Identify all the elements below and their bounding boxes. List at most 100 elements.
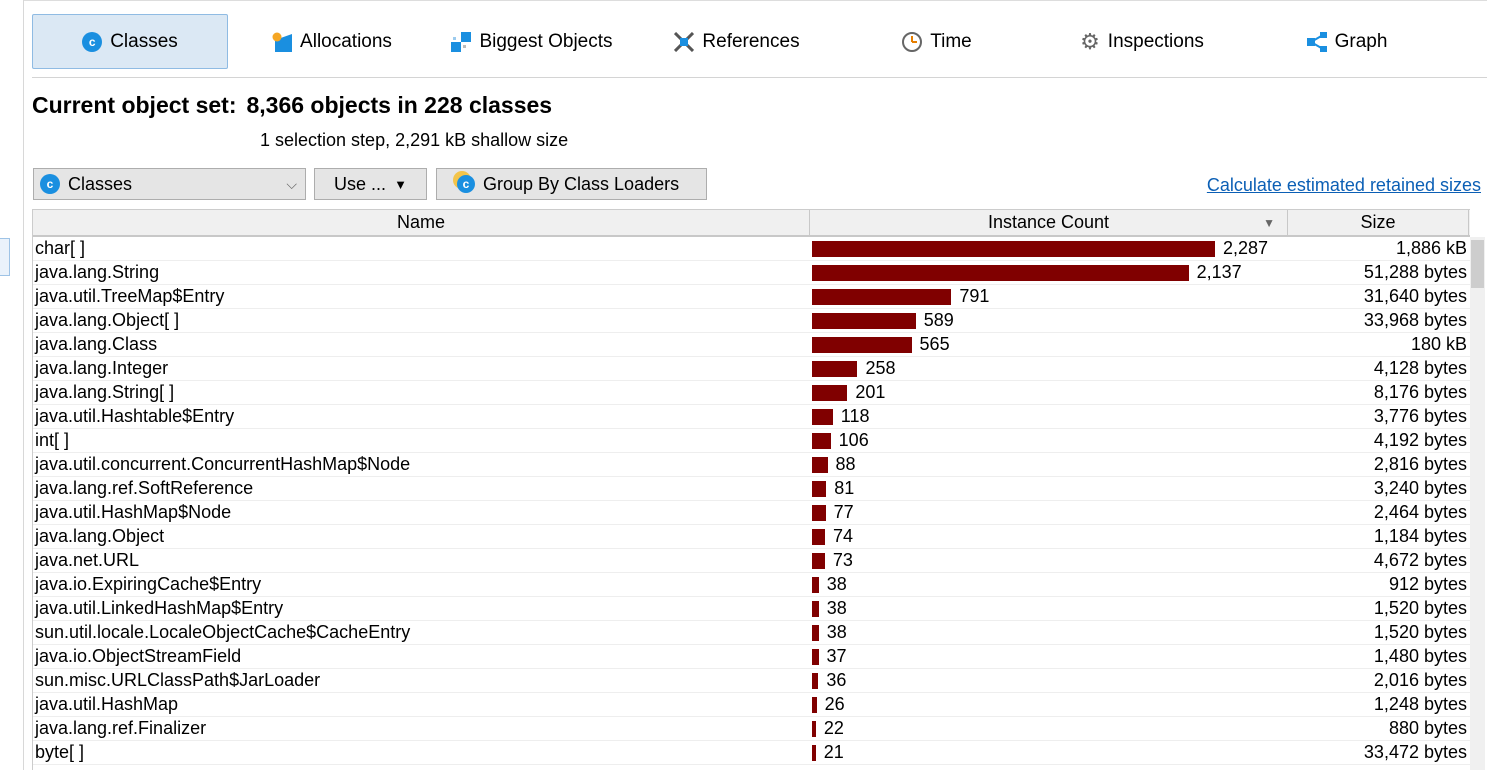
class-name: java.lang.Integer — [35, 358, 169, 378]
tab-time[interactable]: Time — [892, 14, 982, 69]
instance-count-cell: 38 — [810, 622, 1288, 643]
size: 1,886 kB — [1395, 238, 1467, 258]
tab-references[interactable]: References — [667, 14, 807, 69]
instance-count: 81 — [834, 478, 855, 498]
table-row[interactable]: java.util.HashMap 26 1,248 bytes — [33, 693, 1470, 717]
instance-count: 77 — [833, 502, 854, 522]
tab-inspections[interactable]: ⚙ Inspections — [1072, 14, 1212, 69]
table-row[interactable]: java.util.concurrent.ConcurrentHashMap$N… — [33, 453, 1470, 477]
instance-count-cell: 73 — [810, 550, 1288, 571]
table-row[interactable]: java.lang.String 2,137 51,288 bytes — [33, 261, 1470, 285]
table-row[interactable]: byte[ ] 21 33,472 bytes — [33, 741, 1470, 765]
view-select[interactable]: c Classes ⌵ — [33, 168, 306, 200]
class-name: java.util.concurrent.ConcurrentHashMap$N… — [35, 454, 411, 474]
instance-count-bar — [812, 336, 912, 353]
size: 1,480 bytes — [1373, 646, 1467, 666]
allocations-icon — [272, 32, 293, 52]
table-row[interactable]: java.lang.String[ ] 201 8,176 bytes — [33, 381, 1470, 405]
instance-count-cell: 589 — [810, 310, 1288, 331]
size: 1,184 bytes — [1373, 526, 1467, 546]
instance-count: 73 — [832, 550, 853, 570]
instance-count-cell: 37 — [810, 646, 1288, 667]
table-row[interactable]: java.lang.ref.Finalizer 22 880 bytes — [33, 717, 1470, 741]
size: 51,288 bytes — [1363, 262, 1467, 282]
instance-count-cell: 74 — [810, 526, 1288, 547]
instance-count-bar — [812, 624, 819, 641]
chevron-down-icon: ⌵ — [286, 175, 297, 192]
table-row[interactable]: java.io.ExpiringCache$Entry 38 912 bytes — [33, 573, 1470, 597]
class-loader-icon: c — [457, 175, 475, 193]
instance-count-bar — [812, 672, 819, 689]
instance-count-cell: 118 — [810, 406, 1288, 427]
column-header-name[interactable]: Name — [33, 210, 810, 235]
size: 1,520 bytes — [1373, 598, 1467, 618]
tab-label: References — [702, 30, 800, 52]
instance-count: 106 — [838, 430, 869, 450]
instance-count-bar — [812, 240, 1215, 257]
class-name: java.lang.Object — [35, 526, 165, 546]
group-button-label: Group By Class Loaders — [483, 173, 680, 194]
table-row[interactable]: sun.util.locale.LocaleObjectCache$CacheE… — [33, 621, 1470, 645]
table-row[interactable]: java.util.TreeMap$Entry 791 31,640 bytes — [33, 285, 1470, 309]
instance-count-cell: 77 — [810, 502, 1288, 523]
instance-count: 21 — [823, 742, 844, 762]
top-border — [24, 0, 1487, 1]
table-row[interactable]: java.lang.Class 565 180 kB — [33, 333, 1470, 357]
instance-count-bar — [812, 648, 819, 665]
tab-graph[interactable]: Graph — [1297, 14, 1397, 69]
divider — [32, 77, 1487, 78]
instance-count-cell: 565 — [810, 334, 1288, 355]
calculate-retained-sizes-link[interactable]: Calculate estimated retained sizes — [1206, 175, 1481, 195]
title-value: 8,366 objects in 228 classes — [246, 92, 553, 118]
instance-count: 22 — [823, 718, 844, 738]
table-row[interactable]: java.io.ObjectStreamField 37 1,480 bytes — [33, 645, 1470, 669]
instance-count: 791 — [959, 286, 990, 306]
vertical-scrollbar[interactable] — [1470, 237, 1485, 770]
tab-label: Time — [930, 30, 972, 52]
instance-count: 74 — [833, 526, 854, 546]
header-label: Instance Count — [987, 212, 1110, 232]
group-by-class-loaders-button[interactable]: c Group By Class Loaders — [436, 168, 707, 200]
tab-classes[interactable]: c Classes — [32, 14, 228, 69]
table-row[interactable]: java.util.HashMap$Node 77 2,464 bytes — [33, 501, 1470, 525]
table-row[interactable]: java.lang.Integer 258 4,128 bytes — [33, 357, 1470, 381]
table-row[interactable]: java.util.LinkedHashMap$Entry 38 1,520 b… — [33, 597, 1470, 621]
instance-count-cell: 2,137 — [810, 262, 1288, 283]
table-row[interactable]: java.net.URL 73 4,672 bytes — [33, 549, 1470, 573]
class-name: java.lang.ref.SoftReference — [35, 478, 254, 498]
size: 33,472 bytes — [1363, 742, 1467, 762]
tab-allocations[interactable]: Allocations — [262, 14, 402, 69]
table-row[interactable]: java.lang.Object 74 1,184 bytes — [33, 525, 1470, 549]
instance-count-bar — [812, 480, 827, 497]
table-row[interactable]: java.lang.ref.SoftReference 81 3,240 byt… — [33, 477, 1470, 501]
classes-table: Name Instance Count ▼ Size char[ ] 2,287 … — [32, 209, 1470, 770]
table-row[interactable]: char[ ] 2,287 1,886 kB — [33, 237, 1470, 261]
left-sidebar — [0, 0, 24, 770]
class-name: java.io.ExpiringCache$Entry — [35, 574, 262, 594]
size: 3,776 bytes — [1373, 406, 1467, 426]
column-header-instance-count[interactable]: Instance Count ▼ — [810, 210, 1288, 235]
instance-count-cell: 88 — [810, 454, 1288, 475]
instance-count-cell: 258 — [810, 358, 1288, 379]
use-button[interactable]: Use ... ▼ — [314, 168, 427, 200]
tab-biggest-objects[interactable]: Biggest Objects — [442, 14, 622, 69]
table-row[interactable]: java.util.Hashtable$Entry 118 3,776 byte… — [33, 405, 1470, 429]
instance-count-cell: 201 — [810, 382, 1288, 403]
table-row[interactable]: int[ ] 106 4,192 bytes — [33, 429, 1470, 453]
size: 2,464 bytes — [1373, 502, 1467, 522]
class-name: java.lang.ref.Finalizer — [35, 718, 207, 738]
view-tabs: c Classes Allocations Biggest Objects Re… — [32, 14, 1487, 69]
table-body: char[ ] 2,287 1,886 kB java.lang.String 2… — [33, 237, 1470, 765]
instance-count-bar — [812, 408, 833, 425]
table-row[interactable]: sun.misc.URLClassPath$JarLoader 36 2,016… — [33, 669, 1470, 693]
instance-count-bar — [812, 504, 826, 521]
size: 31,640 bytes — [1363, 286, 1467, 306]
scrollbar-thumb[interactable] — [1471, 240, 1484, 288]
column-header-size[interactable]: Size — [1288, 210, 1469, 235]
class-name: sun.misc.URLClassPath$JarLoader — [35, 670, 321, 690]
table-row[interactable]: java.lang.Object[ ] 589 33,968 bytes — [33, 309, 1470, 333]
sidebar-tab[interactable] — [0, 238, 10, 276]
size: 1,520 bytes — [1373, 622, 1467, 642]
size: 4,192 bytes — [1373, 430, 1467, 450]
instance-count: 38 — [826, 598, 847, 618]
